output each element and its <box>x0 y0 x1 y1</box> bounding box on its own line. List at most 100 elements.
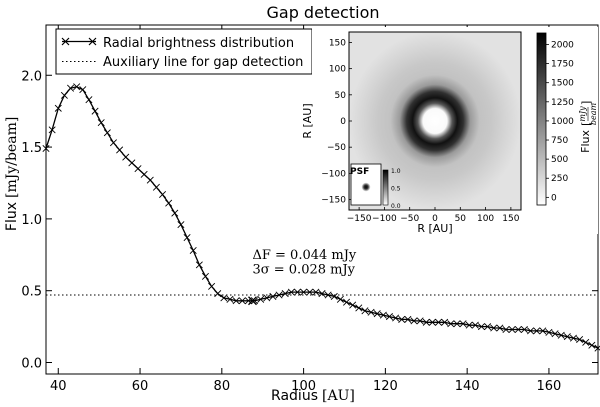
data-point-marker <box>122 153 130 161</box>
data-point-marker <box>263 294 271 302</box>
data-point-marker <box>67 84 75 92</box>
data-point-marker <box>48 126 56 134</box>
inset-y-tick-label: −100 <box>321 169 346 179</box>
data-point-marker <box>189 246 197 255</box>
y-tick-label: 1.0 <box>21 213 42 228</box>
data-point-marker <box>588 341 596 349</box>
data-point-marker <box>539 327 547 335</box>
data-point-marker <box>109 139 117 147</box>
data-point-marker <box>477 323 485 331</box>
data-point-marker <box>545 328 553 336</box>
data-point-marker <box>281 290 289 298</box>
data-point-marker <box>508 325 516 333</box>
colorbar-tick-label: 750 <box>551 136 568 146</box>
data-point-marker <box>232 297 240 305</box>
colorbar-tick-label: 1250 <box>551 98 574 108</box>
data-point-marker <box>54 104 62 112</box>
data-point-marker <box>214 290 222 298</box>
y-tick-label: 2.0 <box>21 69 42 84</box>
data-point-marker <box>42 144 50 153</box>
svg-text:beam: beam <box>589 102 598 125</box>
data-point-marker <box>527 327 535 335</box>
data-point-marker <box>220 294 228 302</box>
data-point-marker <box>594 344 600 352</box>
colorbar-tick-label: 2000 <box>551 40 574 50</box>
x-tick-label: 80 <box>214 379 231 394</box>
data-point-marker <box>293 288 301 296</box>
colorbar-tick-label: 1750 <box>551 60 574 70</box>
radial-brightness-markers <box>42 83 600 352</box>
data-point-marker <box>73 83 81 91</box>
x-axis-label: Radius <box>271 388 318 404</box>
data-point-marker <box>447 320 455 328</box>
data-point-marker <box>226 295 234 303</box>
data-point-marker <box>367 308 375 316</box>
data-point-marker <box>435 318 443 326</box>
data-point-marker <box>269 292 277 300</box>
data-point-marker <box>343 298 351 306</box>
gap-point <box>248 296 257 306</box>
svg-text:mJy: mJy <box>578 106 587 122</box>
data-point-marker <box>416 317 424 325</box>
data-point-marker <box>385 313 393 321</box>
data-point-marker <box>238 297 246 305</box>
svg-text:Flux: Flux <box>579 130 592 153</box>
inset-y-tick-label: 100 <box>329 65 346 75</box>
data-point-marker <box>275 291 283 299</box>
data-point-marker <box>422 318 430 326</box>
data-point-marker <box>183 234 191 242</box>
data-point-marker <box>514 325 522 333</box>
y-axis-label: Flux <box>4 202 20 231</box>
data-point-marker <box>79 86 87 94</box>
colorbar-tick-label: 1000 <box>551 117 574 127</box>
data-point-marker <box>533 327 541 335</box>
y-tick-label: 0.5 <box>21 285 42 300</box>
inset-x-label: R [AU] <box>417 222 452 235</box>
x-tick-label: 160 <box>537 379 562 394</box>
data-point-marker <box>441 318 449 326</box>
x-tick-label: 120 <box>373 379 398 394</box>
svg-text:[: [ <box>580 122 593 126</box>
data-point-marker <box>471 321 479 329</box>
data-point-marker <box>410 317 418 325</box>
x-axis-unit: [AU] <box>322 388 355 404</box>
data-point-marker <box>208 282 216 290</box>
inset-y-ticks: 150 100 50 0 −50 −100 −150 <box>321 38 352 206</box>
inset-x-tick-label: 150 <box>502 214 519 224</box>
data-point-marker <box>373 310 381 318</box>
psf-colorbar-tick-label: 1.0 <box>391 168 401 175</box>
data-point-marker <box>103 129 111 137</box>
colorbar-tick-label: 0 <box>551 193 557 203</box>
data-point-marker <box>569 334 577 342</box>
inset-y-tick-label: −50 <box>327 143 346 153</box>
data-point-marker <box>404 315 412 323</box>
inset-x-tick-label: 0 <box>432 214 438 224</box>
data-point-marker <box>379 311 387 319</box>
legend-label-radial: Radial brightness distribution <box>103 36 294 51</box>
colorbar-tick-label: 1500 <box>551 79 574 89</box>
data-point-marker <box>428 318 436 326</box>
psf-colorbar-ticks: 1.0 0.5 0.0 <box>391 168 401 210</box>
data-point-marker <box>146 176 154 184</box>
data-point-marker <box>257 295 265 303</box>
chart-title: Gap detection <box>266 3 379 22</box>
data-point-marker <box>551 330 559 338</box>
x-tick-label: 40 <box>50 379 67 394</box>
inset-x-tick-label: −100 <box>372 214 397 224</box>
data-point-marker <box>361 307 369 315</box>
inset-y-label: R [AU] <box>301 103 314 138</box>
data-point-marker <box>287 288 295 296</box>
inset-x-ticks: −150 −100 −50 0 50 100 150 <box>347 207 520 224</box>
data-point-marker <box>171 209 179 217</box>
data-point-marker <box>576 336 584 344</box>
inset-y-tick-label: 0 <box>340 117 346 127</box>
annotation-delta-f: ΔF = 0.044 mJy <box>252 248 356 263</box>
data-point-marker <box>557 331 565 339</box>
annotation-three-sigma: 3σ = 0.028 mJy <box>252 262 355 277</box>
data-point-marker <box>520 325 528 333</box>
inset-y-tick-label: 150 <box>329 38 346 48</box>
legend: Radial brightness distribution Auxiliary… <box>55 28 313 75</box>
data-point-marker <box>312 288 320 296</box>
inset-y-tick-label: −150 <box>321 196 346 206</box>
psf-colorbar-tick-label: 0.0 <box>391 203 401 210</box>
